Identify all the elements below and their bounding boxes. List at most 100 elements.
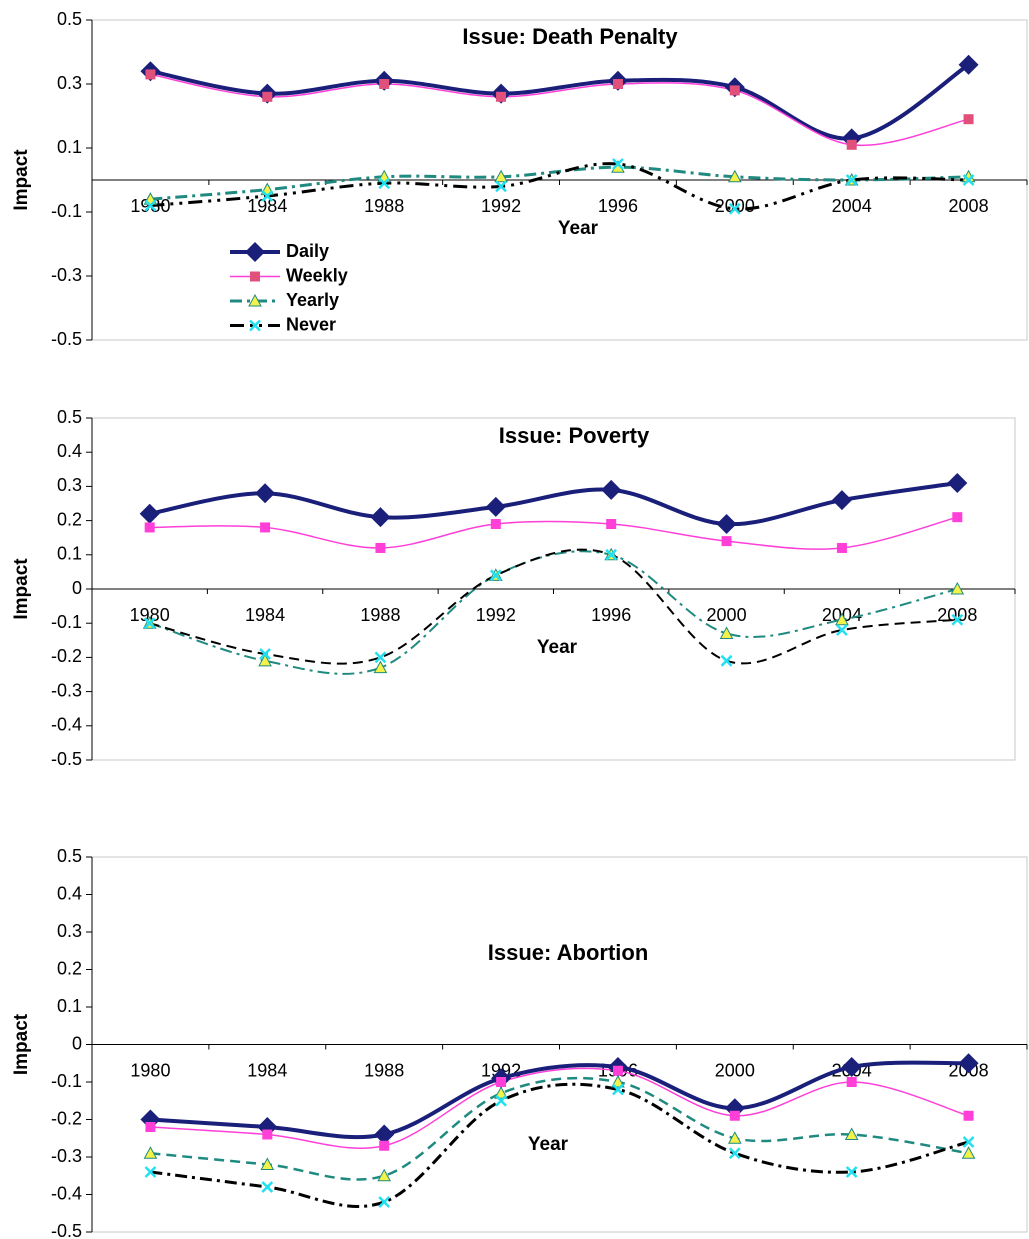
marker [611,1074,625,1088]
series-line [149,481,958,527]
x-tick-label: 2000 [707,605,747,625]
marker [947,472,968,493]
marker [719,626,734,639]
series-line [149,516,958,550]
marker [378,1196,391,1208]
marker [720,654,733,667]
marker [841,1057,862,1077]
y-tick-label: -0.3 [51,680,82,700]
y-tick-label: 0.1 [57,137,82,157]
y-tick-label: -0.1 [51,612,82,632]
marker [374,651,387,664]
marker [261,1181,274,1193]
x-tick-label: 2000 [715,196,755,216]
chart: 0.5 0.4 0.3 0.2 0.1 0 -0.1 -0.2 -0.3 -0.4 -0.5 1980… [11,846,1028,1239]
marker [716,514,737,535]
marker [495,180,507,193]
marker [727,169,742,183]
y-tick-label: 0.1 [57,996,82,1016]
x-tick-label: 1988 [364,1060,404,1080]
marker [370,507,391,528]
legend-entry: Daily [230,241,329,262]
y-tick-label: 0.4 [57,441,82,461]
x-axis-title: Year [558,218,599,239]
marker [145,69,156,80]
legend-entry: Weekly [230,265,348,285]
marker [606,519,617,530]
x-tick-label: 1996 [591,605,631,625]
series-line [149,548,958,665]
marker [612,1065,623,1076]
marker [605,548,618,561]
x-tick-label: 2000 [715,1060,755,1080]
x-axis-title: Year [537,637,578,658]
marker [373,660,388,674]
marker [260,522,271,533]
marker [961,1146,976,1159]
marker [261,190,274,202]
y-tick-label: 0 [72,1033,82,1053]
y-tick-label: 0.5 [57,407,82,427]
marker [144,199,157,212]
marker [958,1053,979,1074]
marker [728,202,741,215]
x-tick-label: 2004 [832,196,872,216]
y-tick-label: 0.5 [57,9,82,29]
marker [845,1166,858,1178]
marker [612,1083,624,1096]
y-tick-label: -0.5 [51,329,82,349]
marker [496,1077,507,1087]
marker [485,496,506,517]
legend-entry: Never [230,314,336,334]
y-tick-label: -0.1 [51,1071,82,1091]
series-line [150,1067,969,1149]
legend-marker [248,293,262,307]
marker [844,1127,859,1140]
marker [379,79,390,89]
marker [259,648,271,660]
y-tick-label: 0.2 [57,509,82,529]
legend-marker [250,271,260,282]
marker [728,1147,741,1160]
marker [489,569,502,582]
marker [375,542,386,553]
y-tick-label: 0.1 [57,544,82,564]
marker [846,1077,857,1087]
x-tick-label: 2008 [949,196,989,216]
y-tick-label: -0.4 [51,715,82,735]
marker [374,1124,395,1145]
chart-title: Issue: Abortion [488,940,649,965]
y-axis-title: Impact [11,1013,32,1075]
x-tick-label: 1992 [481,196,521,216]
marker [494,1086,508,1099]
y-tick-label: -0.2 [51,1108,82,1128]
marker [950,581,965,595]
y-tick-label: -0.5 [51,1221,82,1239]
y-tick-label: 0.5 [57,846,82,866]
marker [496,91,507,102]
marker [260,1157,275,1170]
marker [262,1129,273,1140]
x-tick-label: 1984 [245,605,285,625]
marker [845,174,858,186]
marker [612,79,623,89]
x-tick-label: 1988 [360,605,400,625]
marker [729,85,740,96]
marker [846,139,857,150]
x-tick-label: 2008 [937,605,977,625]
legend-label: Never [286,314,336,334]
marker [835,612,849,626]
marker [377,1168,392,1182]
marker [727,1131,742,1144]
marker [495,1094,507,1107]
legend-entry: Yearly [230,290,339,310]
y-tick-label: -0.2 [51,646,82,666]
y-tick-label: 0.2 [57,958,82,978]
marker [962,174,975,186]
y-tick-label: -0.3 [51,1146,82,1166]
x-tick-label: 1984 [247,196,287,216]
marker [490,519,501,530]
y-axis-title: Impact [11,149,32,211]
